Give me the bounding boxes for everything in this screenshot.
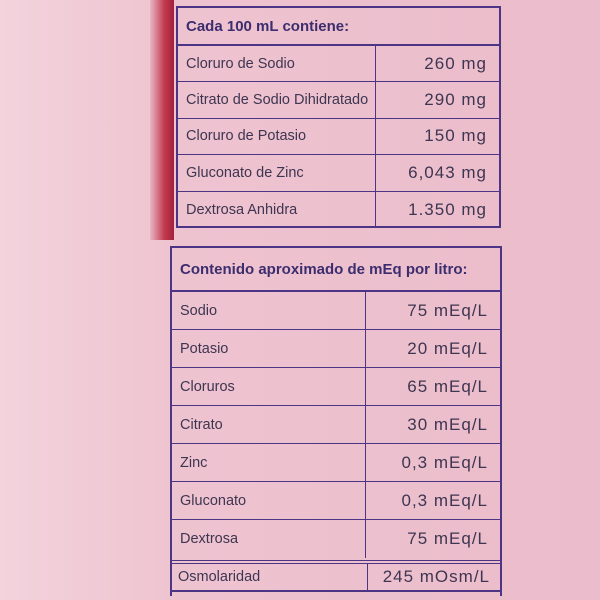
row-value: 260 mg [375, 46, 499, 82]
row-label: Dextrosa [180, 531, 239, 547]
row-value: 75 mEq/L [365, 520, 500, 558]
table-row: Cloruro de Sodio 260 mg [178, 46, 499, 83]
table-row: Citrato 30 mEq/L [172, 406, 500, 444]
meq-table: Contenido aproximado de mEq por litro: S… [170, 246, 502, 596]
row-value: 75 mEq/L [365, 292, 500, 329]
table-row: Dextrosa Anhidra 1.350 mg [178, 191, 499, 228]
table-row: Dextrosa 75 mEq/L [172, 520, 500, 558]
row-value: 20 mEq/L [365, 330, 500, 367]
table-row: Potasio 20 mEq/L [172, 330, 500, 368]
table-row: Sodio 75 mEq/L [172, 292, 500, 330]
row-label: Citrato de Sodio Dihidratado [186, 92, 369, 109]
row-value: 0,3 mEq/L [365, 444, 500, 481]
row-label: Osmolaridad [178, 569, 261, 585]
table-row: Gluconato 0,3 mEq/L [172, 482, 500, 520]
composition-table: Cada 100 mL contiene: Cloruro de Sodio 26… [176, 6, 501, 228]
row-value: 65 mEq/L [365, 368, 500, 405]
table-row: Zinc 0,3 mEq/L [172, 444, 500, 482]
row-value: 245 mOsm/L [367, 564, 502, 590]
row-label: Potasio [180, 340, 229, 357]
row-label: Citrato [180, 416, 223, 433]
row-value: 290 mg [375, 82, 499, 118]
table-row: Gluconato de Zinc 6,043 mg [178, 155, 499, 192]
row-label: Cloruros [180, 378, 235, 395]
table-row: Cloruros 65 mEq/L [172, 368, 500, 406]
row-value: 150 mg [375, 118, 499, 155]
row-label: Zinc [180, 454, 208, 471]
row-label: Cloruro de Sodio [186, 55, 295, 72]
row-label: Dextrosa Anhidra [186, 201, 298, 218]
row-label: Sodio [180, 302, 218, 319]
osmolarity-row: Osmolaridad 245 mOsm/L [170, 560, 502, 592]
row-value: 0,3 mEq/L [365, 482, 500, 519]
row-label: Gluconato de Zinc [186, 164, 304, 181]
row-label: Gluconato [180, 492, 247, 509]
table-row: Citrato de Sodio Dihidratado 290 mg [178, 82, 499, 119]
row-value: 30 mEq/L [365, 406, 500, 443]
row-value: 1.350 mg [375, 191, 499, 228]
row-value: 6,043 mg [375, 155, 499, 191]
table-title: Cada 100 mL contiene: [178, 8, 499, 46]
table-title: Contenido aproximado de mEq por litro: [172, 248, 500, 292]
table-row: Cloruro de Potasio 150 mg [178, 118, 499, 156]
row-label: Cloruro de Potasio [186, 128, 307, 145]
bottle-edge [150, 0, 174, 240]
